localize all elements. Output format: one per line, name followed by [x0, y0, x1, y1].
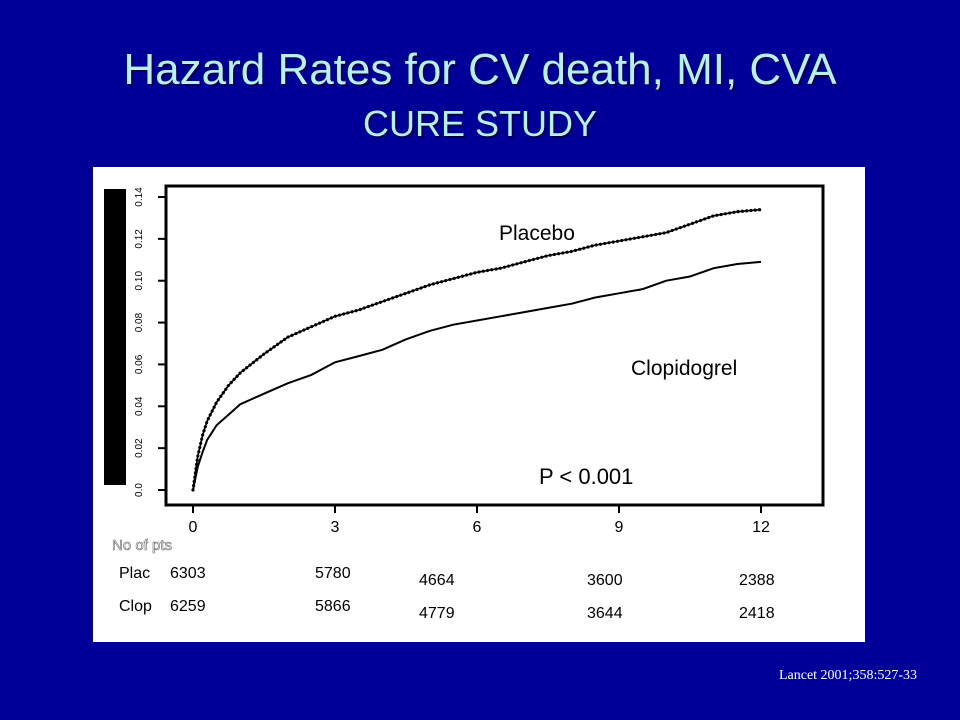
y-tick-label: 0.08: [134, 312, 145, 332]
risk-cell: 3644: [587, 605, 623, 622]
risk-row-label: Plac: [119, 565, 150, 582]
risk-cell: 2418: [739, 605, 775, 622]
slide-subtitle: CURE STUDY: [362, 103, 598, 144]
x-tick-label: 12: [752, 519, 770, 536]
x-tick-label: 3: [331, 519, 340, 536]
risk-row-label: Clop: [119, 598, 152, 615]
risk-table-header: No of pts: [112, 537, 172, 554]
hazard-chart: 0.0 0.02 0.04 0.06 0.08 0.10 0.12 0.14 0 3 6 9 12 Pla…: [104, 184, 825, 622]
risk-cell: 5866: [315, 598, 351, 615]
y-tick-label: 0.0: [134, 483, 145, 497]
risk-cell: 5780: [315, 565, 351, 582]
placebo-line-core: [192, 208, 762, 491]
citation: Lancet 2001;358:527-33: [778, 668, 917, 683]
risk-cell: 4664: [419, 572, 455, 589]
y-axis-label-block: [104, 189, 126, 485]
y-tick-label: 0.14: [134, 187, 145, 207]
y-tick-label: 0.02: [134, 438, 145, 458]
y-tick-label: 0.04: [134, 396, 145, 416]
y-tick-label: 0.12: [134, 229, 145, 249]
risk-cell: 4779: [419, 605, 455, 622]
clopidogrel-line: [192, 260, 762, 491]
x-tick-label: 6: [473, 519, 482, 536]
slide-title: Hazard Rates for CV death, MI, CVA: [123, 45, 837, 94]
y-tick-label: 0.06: [134, 354, 145, 374]
y-tick-label: 0.10: [134, 271, 145, 291]
risk-cell: 2388: [739, 572, 775, 589]
x-tick-label: 0: [189, 519, 198, 536]
plot-frame: [164, 184, 825, 507]
x-tick-label: 9: [615, 519, 624, 536]
chart-panel: 0.0 0.02 0.04 0.06 0.08 0.10 0.12 0.14 0 3 6 9 12 Pla…: [93, 167, 865, 642]
risk-cell: 3600: [587, 572, 623, 589]
p-value-annotation: P < 0.001: [539, 464, 633, 489]
risk-cell: 6259: [170, 598, 206, 615]
clopidogrel-label: Clopidogrel: [631, 357, 737, 380]
risk-cell: 6303: [170, 565, 206, 582]
placebo-line: [191, 207, 763, 492]
placebo-label: Placebo: [499, 222, 575, 245]
